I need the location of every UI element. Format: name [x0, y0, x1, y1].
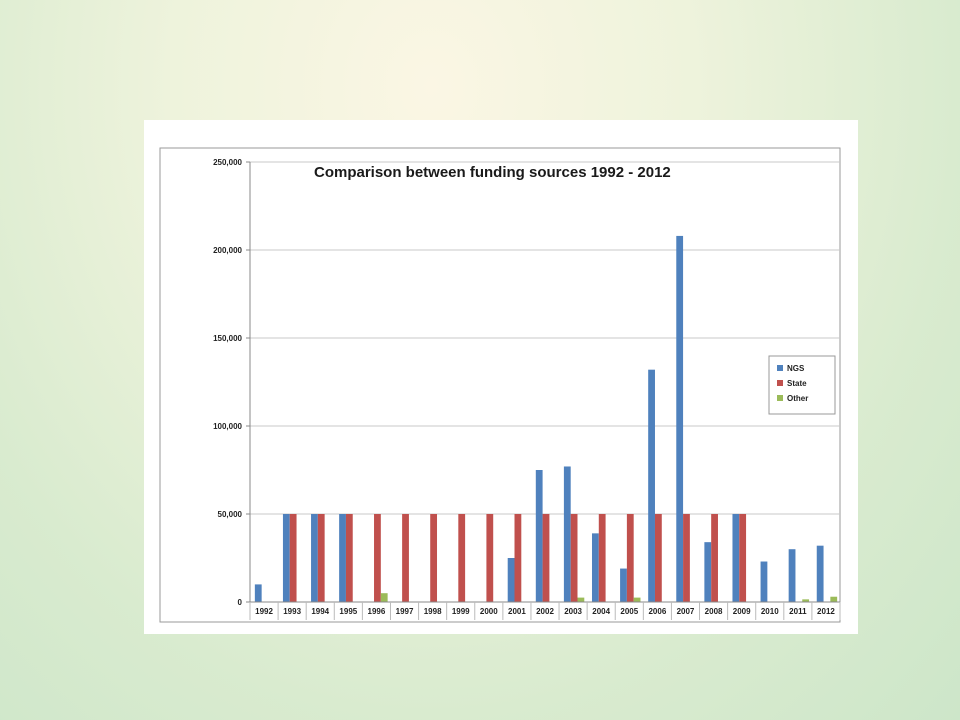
y-tick-label: 50,000: [218, 510, 243, 519]
bar-ngs: [676, 235, 684, 603]
x-tick-label: 2011: [789, 607, 807, 616]
x-tick-label: 1996: [368, 607, 386, 616]
bar-ngs: [760, 561, 768, 602]
bar-ngs: [620, 568, 627, 602]
y-tick-label: 100,000: [213, 422, 242, 431]
x-tick-label: 2001: [508, 607, 526, 616]
bar-ngs: [563, 466, 571, 602]
x-tick-label: 2002: [536, 607, 554, 616]
y-tick-label: 200,000: [213, 246, 242, 255]
bar-state: [458, 514, 466, 602]
bar-state: [430, 514, 438, 602]
bar-state: [514, 514, 522, 602]
legend-swatch-other: [777, 395, 783, 401]
bar-state: [542, 514, 550, 602]
bar-ngs: [282, 514, 290, 602]
x-tick-label: 2000: [480, 607, 498, 616]
y-tick-label: 250,000: [213, 158, 242, 167]
gridlines: [250, 161, 840, 515]
x-tick-label: 1995: [339, 607, 357, 616]
x-tick-label: 1992: [255, 607, 273, 616]
bar-state: [598, 514, 606, 602]
bar-state: [374, 514, 381, 602]
bar-other: [577, 597, 585, 602]
x-tick-label: 2007: [677, 607, 695, 616]
y-tick-label: 150,000: [213, 334, 242, 343]
bar-state: [317, 514, 325, 602]
legend-swatch-state: [777, 380, 783, 386]
bar-ngs: [507, 558, 515, 602]
x-tick-label: 2008: [705, 607, 723, 616]
bar-state: [654, 514, 662, 602]
bar-state: [739, 514, 747, 602]
legend-label-ngs: NGS: [787, 364, 805, 373]
x-tick-label: 2006: [648, 607, 666, 616]
funding-bar-chart: 0 50,000 100,000 150,000 200,000 250,000 1992 1…: [159, 147, 841, 623]
bar-state: [683, 514, 690, 602]
bar-ngs: [816, 545, 824, 602]
bar-ngs: [535, 470, 543, 602]
bar-state: [626, 514, 634, 602]
bar-state: [289, 514, 297, 602]
x-tick-label: 1999: [452, 607, 470, 616]
x-tick-label: 2003: [564, 607, 582, 616]
bar-ngs: [311, 514, 318, 602]
bar-ngs: [254, 584, 262, 602]
x-tick-label: 2012: [817, 607, 835, 616]
x-tick-label: 1994: [311, 607, 329, 616]
chart-title: Comparison between funding sources 1992 …: [314, 164, 671, 181]
bar-ngs: [704, 542, 712, 602]
x-tick-label: 1997: [396, 607, 414, 616]
legend-label-state: State: [787, 379, 807, 388]
bar-state: [345, 514, 353, 602]
bar-ngs: [591, 533, 599, 602]
x-tick-label: 2010: [761, 607, 779, 616]
bar-other: [380, 593, 388, 602]
x-tick-label: 1998: [424, 607, 442, 616]
axes: 0 50,000 100,000 150,000 200,000 250,000 1992 1…: [213, 158, 841, 620]
bar-state: [711, 514, 718, 602]
chart-border: [159, 147, 841, 623]
x-tick-label: 2004: [592, 607, 610, 616]
y-tick-label: 0: [238, 598, 243, 607]
bar-other: [633, 597, 641, 602]
legend: NGS State Other: [768, 355, 836, 415]
bar-state: [570, 514, 578, 602]
bar-ngs: [788, 549, 796, 602]
x-tick-label: 1993: [283, 607, 301, 616]
legend-swatch-ngs: [777, 365, 783, 371]
x-tick-label: 2009: [733, 607, 751, 616]
bar-state: [486, 514, 494, 602]
bar-other: [802, 599, 810, 602]
x-tick-label: 2005: [620, 607, 638, 616]
bars: [254, 235, 838, 603]
bar-ngs: [648, 369, 655, 602]
bar-other: [830, 596, 838, 602]
bar-state: [402, 514, 409, 602]
bar-ngs: [339, 514, 346, 602]
chart-panel: 0 50,000 100,000 150,000 200,000 250,000 1992 1…: [144, 120, 858, 634]
bar-ngs: [732, 514, 740, 602]
legend-label-other: Other: [787, 394, 808, 403]
